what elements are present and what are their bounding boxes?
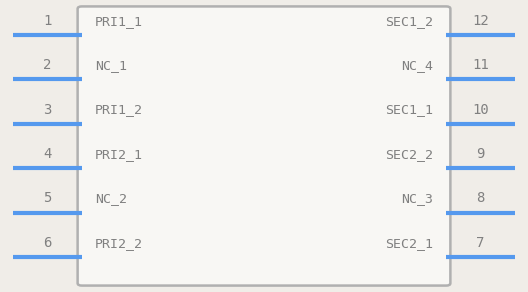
Text: PRI2_2: PRI2_2	[95, 237, 143, 250]
Text: 12: 12	[472, 14, 489, 28]
Text: SEC2_2: SEC2_2	[385, 148, 433, 161]
Text: PRI1_2: PRI1_2	[95, 103, 143, 117]
Text: 1: 1	[43, 14, 52, 28]
Text: NC_4: NC_4	[401, 59, 433, 72]
Text: 5: 5	[43, 191, 52, 205]
Text: 8: 8	[476, 191, 485, 205]
Text: PRI1_1: PRI1_1	[95, 15, 143, 28]
Text: 6: 6	[43, 236, 52, 250]
Text: NC_2: NC_2	[95, 192, 127, 205]
Text: NC_1: NC_1	[95, 59, 127, 72]
Text: NC_3: NC_3	[401, 192, 433, 205]
Text: SEC1_2: SEC1_2	[385, 15, 433, 28]
Text: 11: 11	[472, 58, 489, 72]
Text: 7: 7	[476, 236, 485, 250]
FancyBboxPatch shape	[78, 6, 450, 286]
Text: 4: 4	[43, 147, 52, 161]
Text: 2: 2	[43, 58, 52, 72]
Text: 9: 9	[476, 147, 485, 161]
Text: 3: 3	[43, 102, 52, 117]
Text: PRI2_1: PRI2_1	[95, 148, 143, 161]
Text: SEC2_1: SEC2_1	[385, 237, 433, 250]
Text: SEC1_1: SEC1_1	[385, 103, 433, 117]
Text: 10: 10	[472, 102, 489, 117]
